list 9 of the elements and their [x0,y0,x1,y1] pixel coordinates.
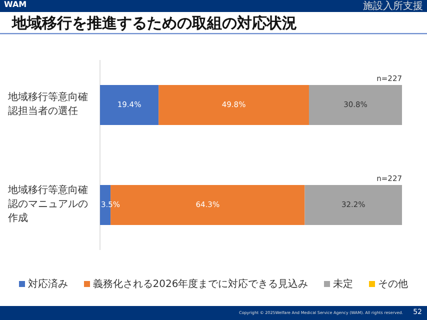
text: 施設入所支援 [363,0,423,13]
text: WAM [4,0,27,9]
chart-title: 地域移行を推進するための取組の対応状況 [12,14,297,33]
legend-label: その他 [378,279,408,290]
legend-label: 対応済み [28,279,68,290]
y-tick-label: 地域移行等意向確認担当者の選任 [8,91,89,119]
legend-label: 未定 [333,279,354,290]
legend-label: 義務化される2026年度までに対応できる見込み [92,279,308,290]
y-tick-label: 地域移行等意向確認のマニュアルの作成 [8,184,89,226]
